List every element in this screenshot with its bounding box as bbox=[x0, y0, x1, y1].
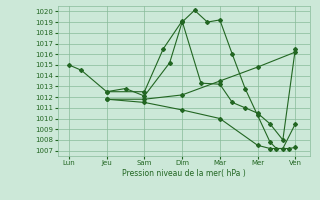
X-axis label: Pression niveau de la mer( hPa ): Pression niveau de la mer( hPa ) bbox=[122, 169, 246, 178]
